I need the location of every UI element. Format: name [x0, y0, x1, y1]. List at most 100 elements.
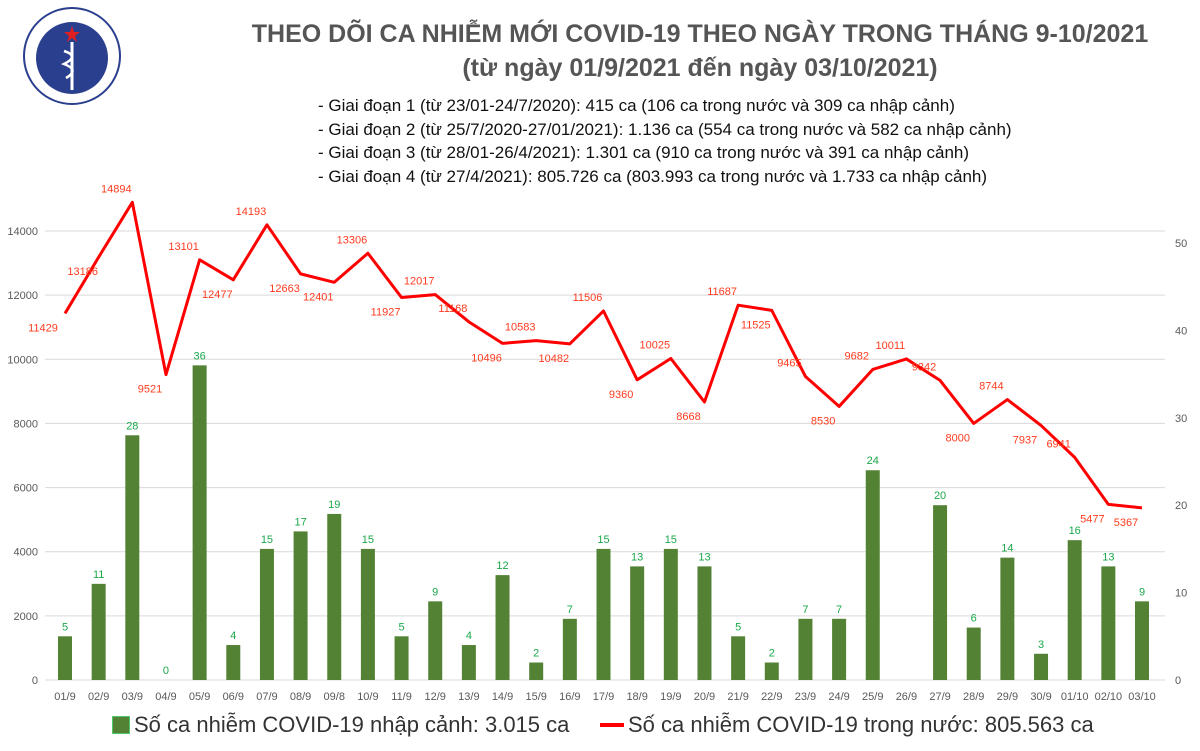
line-data-label: 8744 — [979, 381, 1003, 393]
bar-data-label: 7 — [802, 604, 808, 616]
bar — [58, 636, 72, 680]
bar-data-label: 20 — [934, 490, 946, 502]
line-data-label: 8000 — [945, 432, 969, 444]
right-tick-label: 50 — [1175, 238, 1187, 250]
x-tick-label: 01/10 — [1061, 691, 1089, 703]
x-tick-label: 09/8 — [324, 691, 345, 703]
bar-data-label: 5 — [399, 621, 405, 633]
bar-data-label: 13 — [1102, 551, 1114, 563]
bar-data-label: 2 — [769, 648, 775, 660]
bar-data-label: 7 — [836, 604, 842, 616]
x-tick-label: 02/10 — [1095, 691, 1123, 703]
bar-data-label: 15 — [597, 534, 609, 546]
bar-data-label: 14 — [1001, 543, 1013, 555]
left-tick-label: 0 — [32, 675, 38, 687]
right-tick-label: 20 — [1175, 500, 1187, 512]
x-tick-label: 04/9 — [155, 691, 176, 703]
bar-data-label: 19 — [328, 499, 340, 511]
x-tick-label: 05/9 — [189, 691, 210, 703]
x-tick-label: 25/9 — [862, 691, 883, 703]
bar-data-label: 15 — [261, 534, 273, 546]
bar — [529, 662, 544, 680]
line-data-label: 12401 — [303, 291, 334, 303]
legend-bar-label: Số ca nhiễm COVID-19 nhập cảnh: 3.015 ca — [134, 712, 570, 737]
line-data-label: 11927 — [371, 306, 401, 318]
note-stage-2: - Giai đoạn 2 (từ 25/7/2020-27/01/2021):… — [318, 119, 1012, 139]
x-tick-label: 22/9 — [761, 691, 782, 703]
line-data-label: 6941 — [1046, 438, 1070, 450]
bar-data-label: 6 — [971, 613, 977, 625]
line-data-label: 10011 — [876, 340, 906, 352]
bar-data-label: 0 — [163, 665, 169, 677]
bar — [91, 583, 106, 680]
line-series — [63, 200, 1143, 510]
bar-data-label: 16 — [1069, 525, 1081, 537]
left-tick-label: 12000 — [7, 290, 38, 302]
x-tick-label: 16/9 — [559, 691, 580, 703]
bar — [461, 645, 476, 680]
bar-data-label: 15 — [362, 534, 374, 546]
line-data-label: 11687 — [707, 286, 737, 298]
bar — [764, 662, 779, 680]
ministry-of-health-logo — [23, 7, 121, 105]
line-data-label: 13101 — [168, 241, 199, 253]
line-data-label: 9465 — [777, 357, 801, 369]
bar-data-label: 3 — [1038, 639, 1044, 651]
x-tick-label: 17/9 — [593, 691, 614, 703]
line-data-label: 10482 — [539, 353, 570, 365]
x-tick-label: 06/9 — [223, 691, 244, 703]
bar-data-label: 12 — [496, 560, 508, 572]
x-tick-label: 27/9 — [929, 691, 950, 703]
bar-data-label: 7 — [567, 604, 573, 616]
legend-line-swatch — [600, 723, 624, 727]
line-data-label: 12477 — [202, 289, 233, 301]
line-data-label: 10496 — [471, 352, 502, 364]
right-tick-label: 0 — [1175, 675, 1181, 687]
left-tick-label: 14000 — [7, 226, 38, 238]
x-tick-label: 08/9 — [290, 691, 311, 703]
bar-data-label: 5 — [62, 621, 68, 633]
note-stage-4: - Giai đoạn 4 (từ 27/4/2021): 805.726 ca… — [318, 166, 988, 186]
x-tick-label: 12/9 — [425, 691, 446, 703]
bar — [360, 548, 375, 680]
x-tick-label: 14/9 — [492, 691, 513, 703]
line-data-label: 8668 — [676, 411, 700, 423]
bar — [731, 636, 746, 680]
bar — [495, 575, 510, 680]
note-stage-3: - Giai đoạn 3 (từ 28/01-26/4/2021): 1.30… — [318, 143, 970, 162]
line-data-label: 11429 — [28, 322, 58, 334]
legend-line: Số ca nhiễm COVID-19 trong nước: 805.563… — [600, 712, 1094, 738]
bar-data-label: 17 — [294, 516, 306, 528]
bar — [192, 365, 207, 680]
bar — [630, 566, 645, 680]
x-tick-label: 26/9 — [896, 691, 917, 703]
x-tick-label: 28/9 — [963, 691, 984, 703]
x-tick-label: 23/9 — [795, 691, 816, 703]
chart-title: THEO DÕI CA NHIỄM MỚI COVID-19 THEO NGÀY… — [251, 20, 1149, 48]
line-data-label: 9682 — [845, 350, 869, 362]
legend-bar: Số ca nhiễm COVID-19 nhập cảnh: 3.015 ca — [112, 712, 569, 738]
bar — [327, 513, 342, 680]
bar — [697, 566, 712, 680]
bar-data-label: 2 — [533, 648, 539, 660]
line-data-label: 11525 — [741, 319, 771, 331]
left-tick-label: 10000 — [7, 354, 38, 366]
bar — [865, 470, 880, 680]
line-data-label: 11506 — [573, 292, 603, 304]
x-tick-label: 03/10 — [1128, 691, 1156, 703]
left-tick-label: 6000 — [14, 483, 38, 495]
bar — [394, 636, 409, 680]
bar — [1067, 540, 1082, 680]
bar — [1101, 566, 1116, 680]
x-tick-label: 11/9 — [391, 691, 412, 703]
bar-data-label: 5 — [735, 621, 741, 633]
legend-bar-swatch — [112, 716, 130, 734]
line-data-label: 5477 — [1080, 513, 1104, 525]
bar — [798, 618, 813, 680]
x-tick-label: 03/9 — [122, 691, 143, 703]
chart-subtitle: (từ ngày 01/9/2021 đến ngày 03/10/2021) — [462, 54, 938, 82]
line-data-label: 9521 — [138, 384, 162, 396]
right-tick-label: 30 — [1175, 413, 1187, 425]
x-tick-label: 29/9 — [997, 691, 1018, 703]
x-tick-label: 15/9 — [525, 691, 546, 703]
